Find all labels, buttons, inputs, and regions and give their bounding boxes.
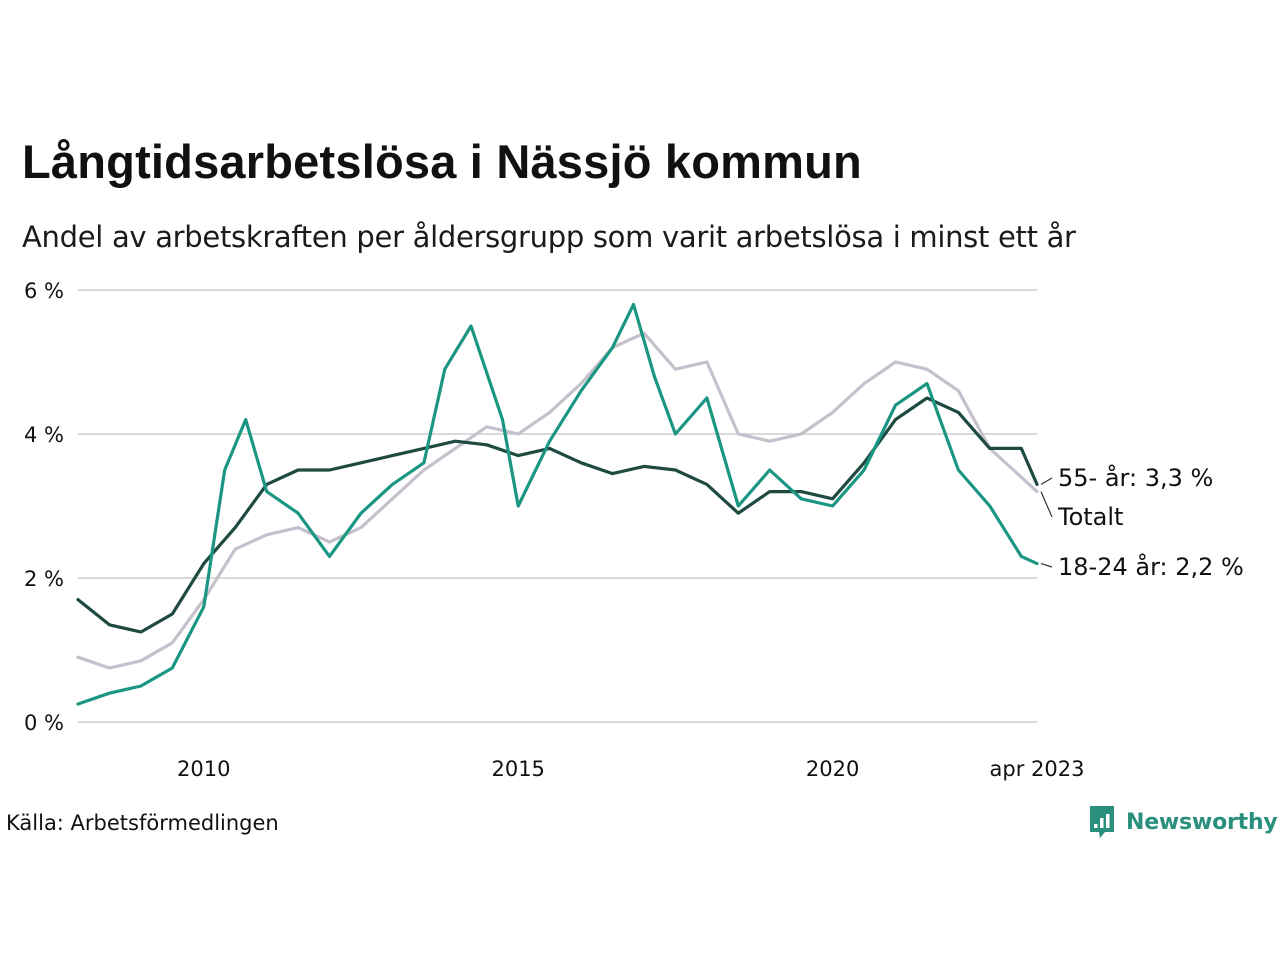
y-tick-label: 6 % xyxy=(24,279,64,303)
source-note: Källa: Arbetsförmedlingen xyxy=(6,811,279,835)
series-line-age_18_24 xyxy=(76,302,1039,706)
x-tick-label: apr 2023 xyxy=(990,757,1085,781)
series-end-label-total: Totalt xyxy=(1057,503,1123,531)
series-end-label-age_55: 55- år: 3,3 % xyxy=(1058,463,1213,492)
chart-title: Långtidsarbetslösa i Nässjö kommun xyxy=(22,135,862,188)
y-axis-ticks: 0 % 2 % 4 % 6 % xyxy=(24,279,64,735)
x-tick-label: 2015 xyxy=(491,757,544,781)
y-tick-label: 2 % xyxy=(24,567,64,591)
x-axis-ticks: 2010 2015 2020 apr 2023 xyxy=(177,757,1084,781)
brand-logo: Newsworthy xyxy=(1088,804,1278,840)
y-tick-label: 4 % xyxy=(24,423,64,447)
newsworthy-logo-icon xyxy=(1090,806,1114,838)
series-line-total xyxy=(76,331,1039,670)
label-connector-total xyxy=(1040,491,1053,518)
x-tick-label: 2020 xyxy=(806,757,859,781)
brand-name: Newsworthy xyxy=(1126,809,1278,835)
label-connector-age_18_24 xyxy=(1040,563,1053,568)
series-end-labels: Totalt 55- år: 3,3 % 18-24 år: 2,2 % xyxy=(1040,463,1244,581)
series-line-age_55 xyxy=(76,396,1039,634)
series-end-label-age_18_24: 18-24 år: 2,2 % xyxy=(1058,552,1244,581)
chart-subtitle: Andel av arbetskraften per åldersgrupp s… xyxy=(22,220,1076,254)
grid-lines xyxy=(78,289,1037,723)
series-lines xyxy=(76,302,1039,706)
x-tick-label: 2010 xyxy=(177,757,230,781)
y-tick-label: 0 % xyxy=(24,711,64,735)
line-chart: 0 % 2 % 4 % 6 % 2010 2015 2020 apr 2023 Totalt… xyxy=(24,279,1244,781)
label-connector-age_55 xyxy=(1040,477,1053,485)
